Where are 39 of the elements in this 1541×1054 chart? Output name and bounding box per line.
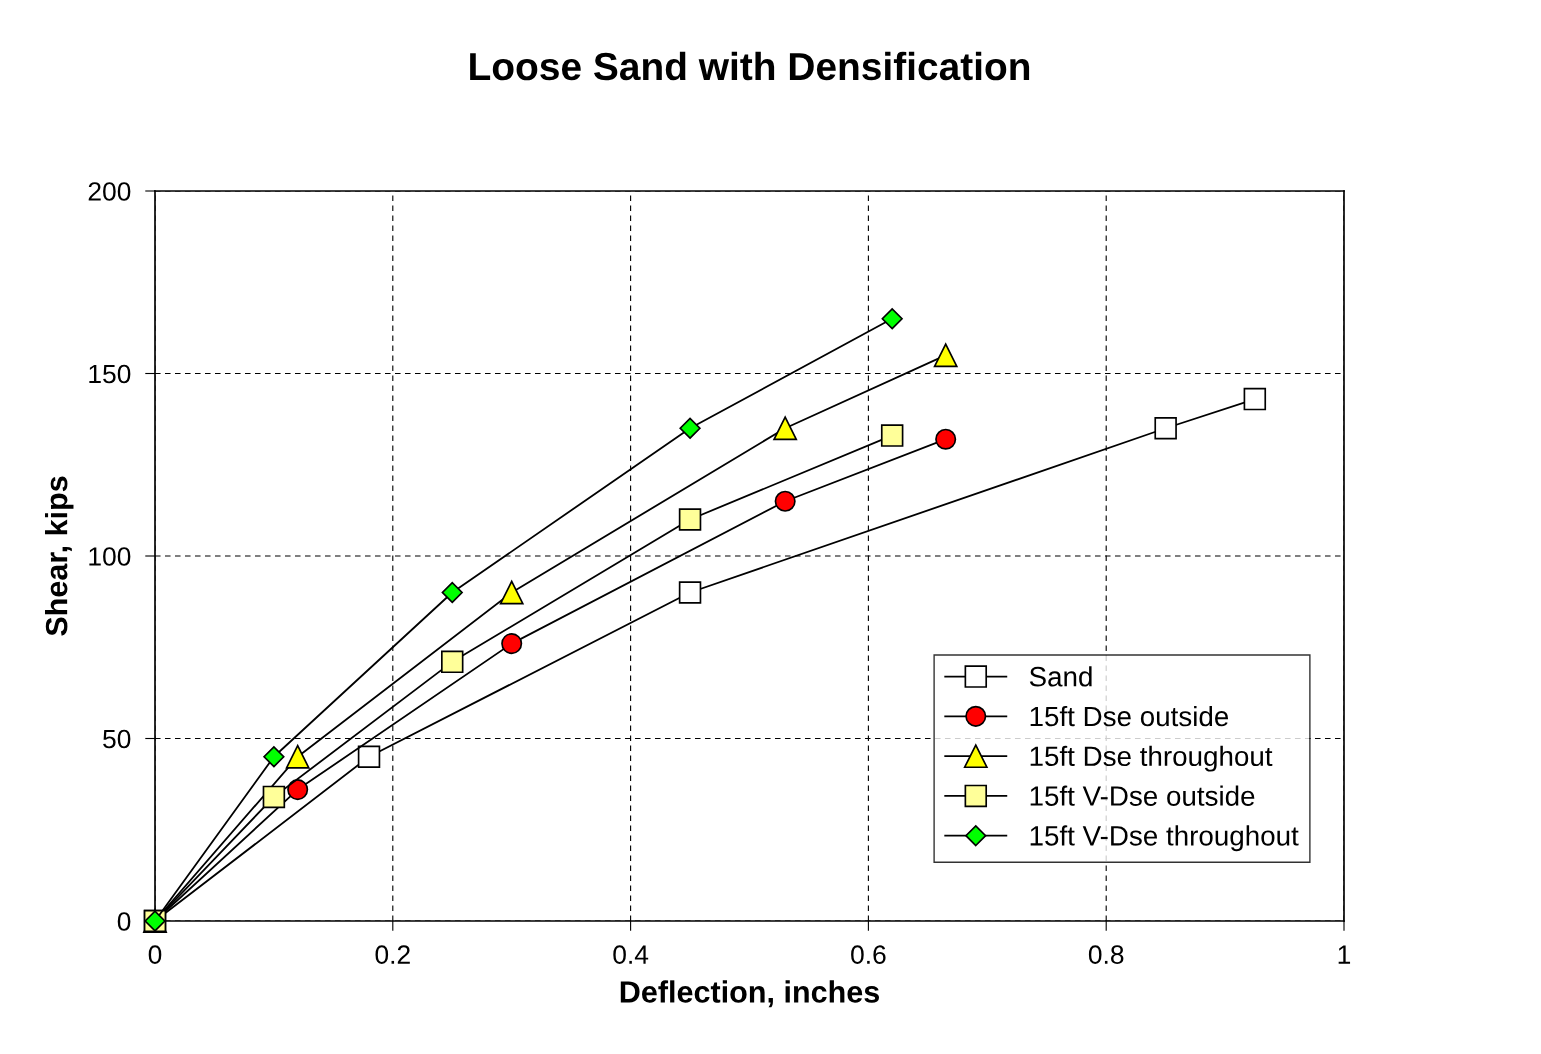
legend-label: 15ft Dse outside: [1030, 705, 1229, 727]
point: [287, 779, 309, 801]
point: [679, 417, 701, 439]
point: [678, 581, 702, 604]
point: [440, 650, 464, 674]
legend-label: 15ft Dse throughout: [1030, 745, 1273, 772]
y-tick-label: 150: [89, 364, 131, 384]
point: [678, 508, 702, 531]
legend-label: Sand: [1029, 666, 1092, 687]
point: [935, 428, 957, 450]
point: [880, 424, 904, 447]
y-tick-label: 200: [88, 182, 131, 201]
point: [263, 746, 285, 768]
point: [773, 416, 798, 441]
x-tick-label: 0.4: [613, 945, 649, 964]
legend-label: 15ft V-Dse outside: [1030, 785, 1255, 806]
x-tick-label: 1: [1338, 945, 1351, 964]
x-tick-label: 0.2: [375, 945, 410, 964]
point: [774, 490, 796, 512]
y-axis-title: Shear, kips: [44, 476, 74, 636]
chart-title: Loose Sand with Densification: [470, 51, 1030, 81]
point: [881, 308, 903, 330]
point: [1243, 387, 1267, 411]
point: [262, 785, 286, 809]
point: [501, 633, 523, 655]
point: [441, 581, 463, 604]
x-axis-title: Deflection, inches: [620, 980, 879, 1008]
point: [357, 745, 381, 769]
point: [285, 744, 310, 769]
y-tick-label: 0: [117, 912, 131, 931]
point: [1154, 416, 1177, 440]
x-tick-label: 0.6: [851, 945, 886, 964]
x-tick-label: 0: [148, 945, 162, 964]
point: [499, 580, 524, 605]
y-tick-label: 50: [103, 729, 131, 749]
point: [933, 343, 958, 368]
x-tick-label: 0.8: [1088, 945, 1124, 964]
legend-label: 15ft V-Dse throughout: [1030, 825, 1299, 852]
y-tick-label: 100: [89, 547, 131, 566]
